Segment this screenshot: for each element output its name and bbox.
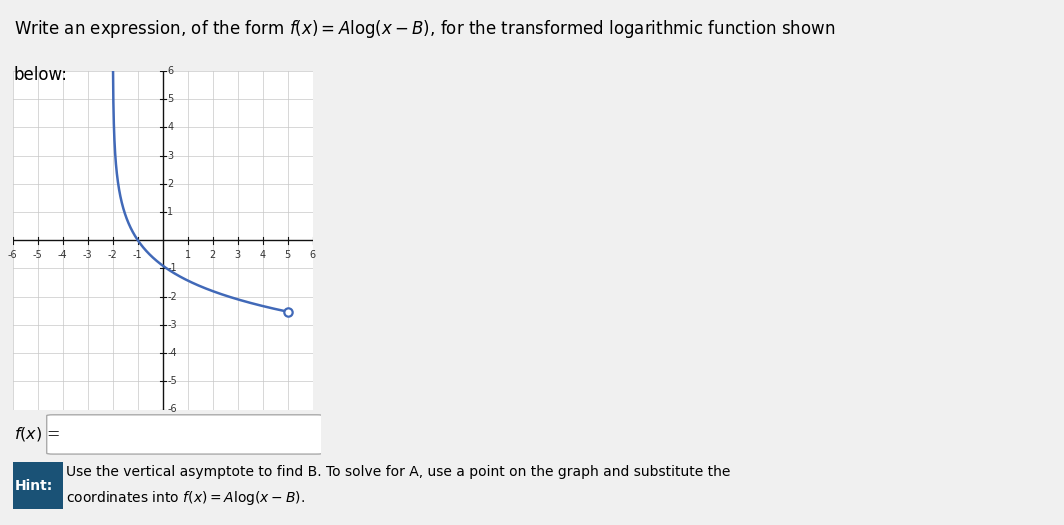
- Text: 5: 5: [167, 94, 173, 104]
- Text: 1: 1: [185, 250, 190, 260]
- Text: Hint:: Hint:: [14, 479, 52, 492]
- Text: -3: -3: [83, 250, 93, 260]
- FancyBboxPatch shape: [47, 415, 322, 454]
- Text: -5: -5: [33, 250, 43, 260]
- Text: -2: -2: [167, 291, 177, 302]
- Text: -6: -6: [7, 250, 18, 260]
- Text: -5: -5: [167, 376, 177, 386]
- Text: 5: 5: [285, 250, 290, 260]
- Text: 2: 2: [210, 250, 216, 260]
- Text: 6: 6: [167, 66, 173, 76]
- Text: 2: 2: [167, 178, 173, 189]
- Text: Write an expression, of the form $f(x) = A\log(x - B)$, for the transformed loga: Write an expression, of the form $f(x) =…: [14, 18, 835, 40]
- Text: 6: 6: [310, 250, 316, 260]
- Text: 4: 4: [260, 250, 266, 260]
- Text: 1: 1: [167, 207, 173, 217]
- Text: -1: -1: [167, 264, 177, 274]
- Text: -4: -4: [57, 250, 68, 260]
- Text: below:: below:: [14, 66, 68, 83]
- Text: 3: 3: [167, 151, 173, 161]
- Text: -2: -2: [107, 250, 118, 260]
- Text: Use the vertical asymptote to find B. To solve for A, use a point on the graph a: Use the vertical asymptote to find B. To…: [66, 465, 731, 479]
- Text: -6: -6: [167, 404, 177, 415]
- Text: coordinates into $f(x) = A\log(x - B)$.: coordinates into $f(x) = A\log(x - B)$.: [66, 489, 305, 507]
- Text: 4: 4: [167, 122, 173, 132]
- Text: -4: -4: [167, 348, 177, 358]
- Text: $f(x)$ =: $f(x)$ =: [14, 425, 61, 444]
- Text: 3: 3: [235, 250, 240, 260]
- Text: -3: -3: [167, 320, 177, 330]
- Text: -1: -1: [133, 250, 143, 260]
- FancyBboxPatch shape: [13, 462, 63, 509]
